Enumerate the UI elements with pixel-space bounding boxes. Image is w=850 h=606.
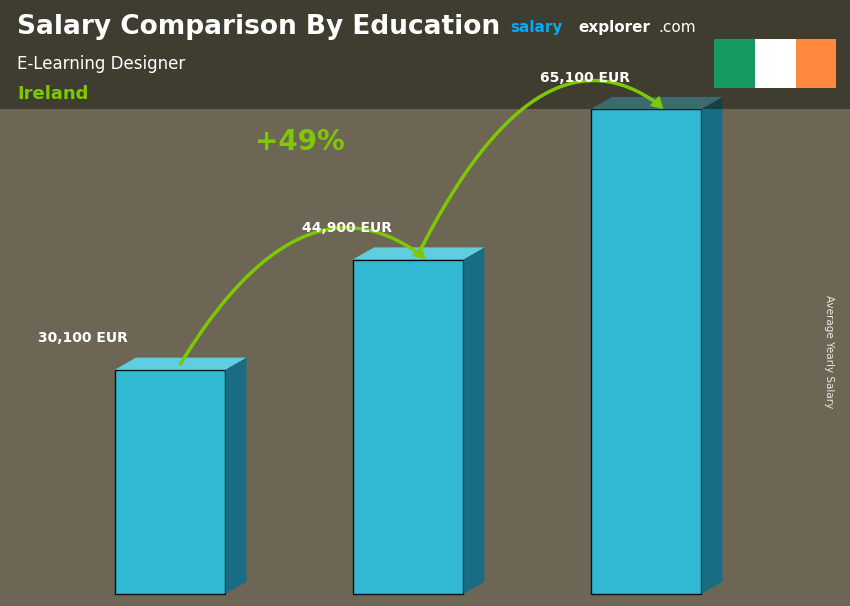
Text: +49%: +49%	[255, 128, 344, 156]
Text: Salary Comparison By Education: Salary Comparison By Education	[17, 15, 500, 40]
Text: Average Yearly Salary: Average Yearly Salary	[824, 295, 834, 408]
Text: 30,100 EUR: 30,100 EUR	[38, 331, 128, 345]
Text: 44,900 EUR: 44,900 EUR	[302, 221, 392, 235]
Text: +45%: +45%	[493, 0, 582, 6]
Text: 65,100 EUR: 65,100 EUR	[540, 71, 630, 85]
Text: Ireland: Ireland	[17, 85, 88, 103]
Text: E-Learning Designer: E-Learning Designer	[17, 55, 185, 73]
Text: .com: .com	[659, 20, 696, 35]
Text: salary: salary	[510, 20, 563, 35]
Text: explorer: explorer	[578, 20, 650, 35]
